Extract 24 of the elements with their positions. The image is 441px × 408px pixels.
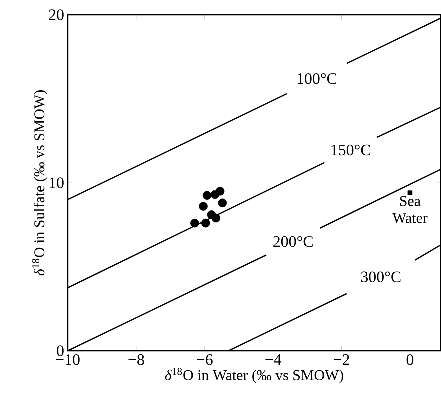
x-tick-label: −6 [197, 354, 213, 366]
series-label: 100°C [298, 73, 337, 84]
point [216, 187, 225, 196]
point [408, 190, 413, 196]
point [199, 202, 208, 211]
x-tick-label: −2 [334, 354, 350, 366]
series-label: 300°C [361, 272, 401, 282]
series-label: 150°C [332, 144, 370, 156]
annotation: Sea Water [392, 196, 428, 224]
series-label: 200°C [274, 236, 313, 248]
y-tick-label: 20 [49, 10, 64, 20]
y-axis-title: δ$^{18}$O in Sulfate (‰ vs SMOW) [32, 90, 48, 276]
point [202, 191, 212, 200]
y-tick-label: 10 [50, 178, 64, 188]
point [207, 210, 216, 220]
x-tick-label: 0 [406, 354, 414, 366]
x-axis-title: δ$^{18}$O in Water (‰ vs SMOW) [165, 368, 344, 384]
point [202, 218, 210, 228]
x-tick-label: −10 [56, 354, 80, 366]
y-tick-label: 0 [57, 346, 64, 356]
point [190, 218, 200, 228]
x-tick-label: −8 [128, 354, 144, 366]
x-tick-label: −4 [266, 354, 282, 366]
point [218, 198, 228, 208]
